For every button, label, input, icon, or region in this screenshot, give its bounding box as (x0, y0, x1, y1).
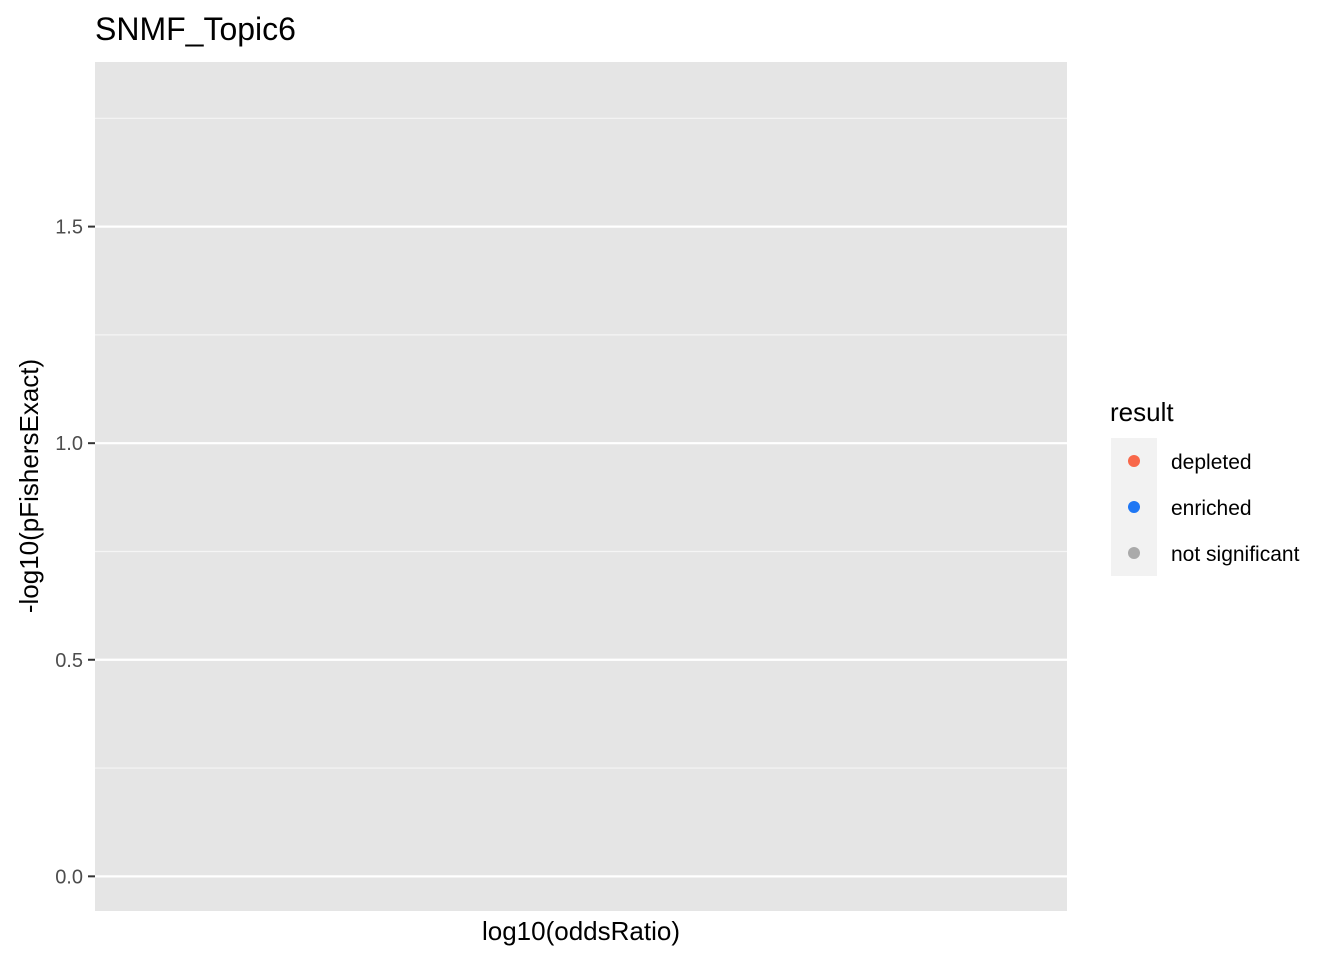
y-tick-label: 1.0 (55, 433, 83, 455)
plot-panel (95, 62, 1067, 911)
major-gridlines (95, 225, 1067, 878)
y-tick-label: 0.5 (55, 650, 83, 672)
y-tick-label: 1.5 (55, 217, 83, 239)
y-axis-ticks: 0.0 0.5 1.0 1.5 (55, 217, 95, 888)
x-axis-title: log10(oddsRatio) (482, 916, 680, 946)
legend: result depleted enriched not significant (1110, 397, 1300, 576)
legend-label: depleted (1171, 451, 1252, 474)
legend-key-dot (1128, 547, 1140, 559)
y-axis-title: -log10(pFishersExact) (14, 359, 44, 613)
legend-key-dot (1128, 455, 1140, 467)
minor-gridlines (95, 117, 1067, 769)
legend-title: result (1110, 397, 1174, 427)
legend-label: enriched (1171, 497, 1252, 520)
y-tick-label: 0.0 (55, 866, 83, 888)
chart-title: SNMF_Topic6 (95, 11, 296, 47)
legend-key-dot (1128, 501, 1140, 513)
legend-label: not significant (1171, 543, 1300, 566)
legend-entries: depleted enriched not significant (1128, 451, 1300, 566)
